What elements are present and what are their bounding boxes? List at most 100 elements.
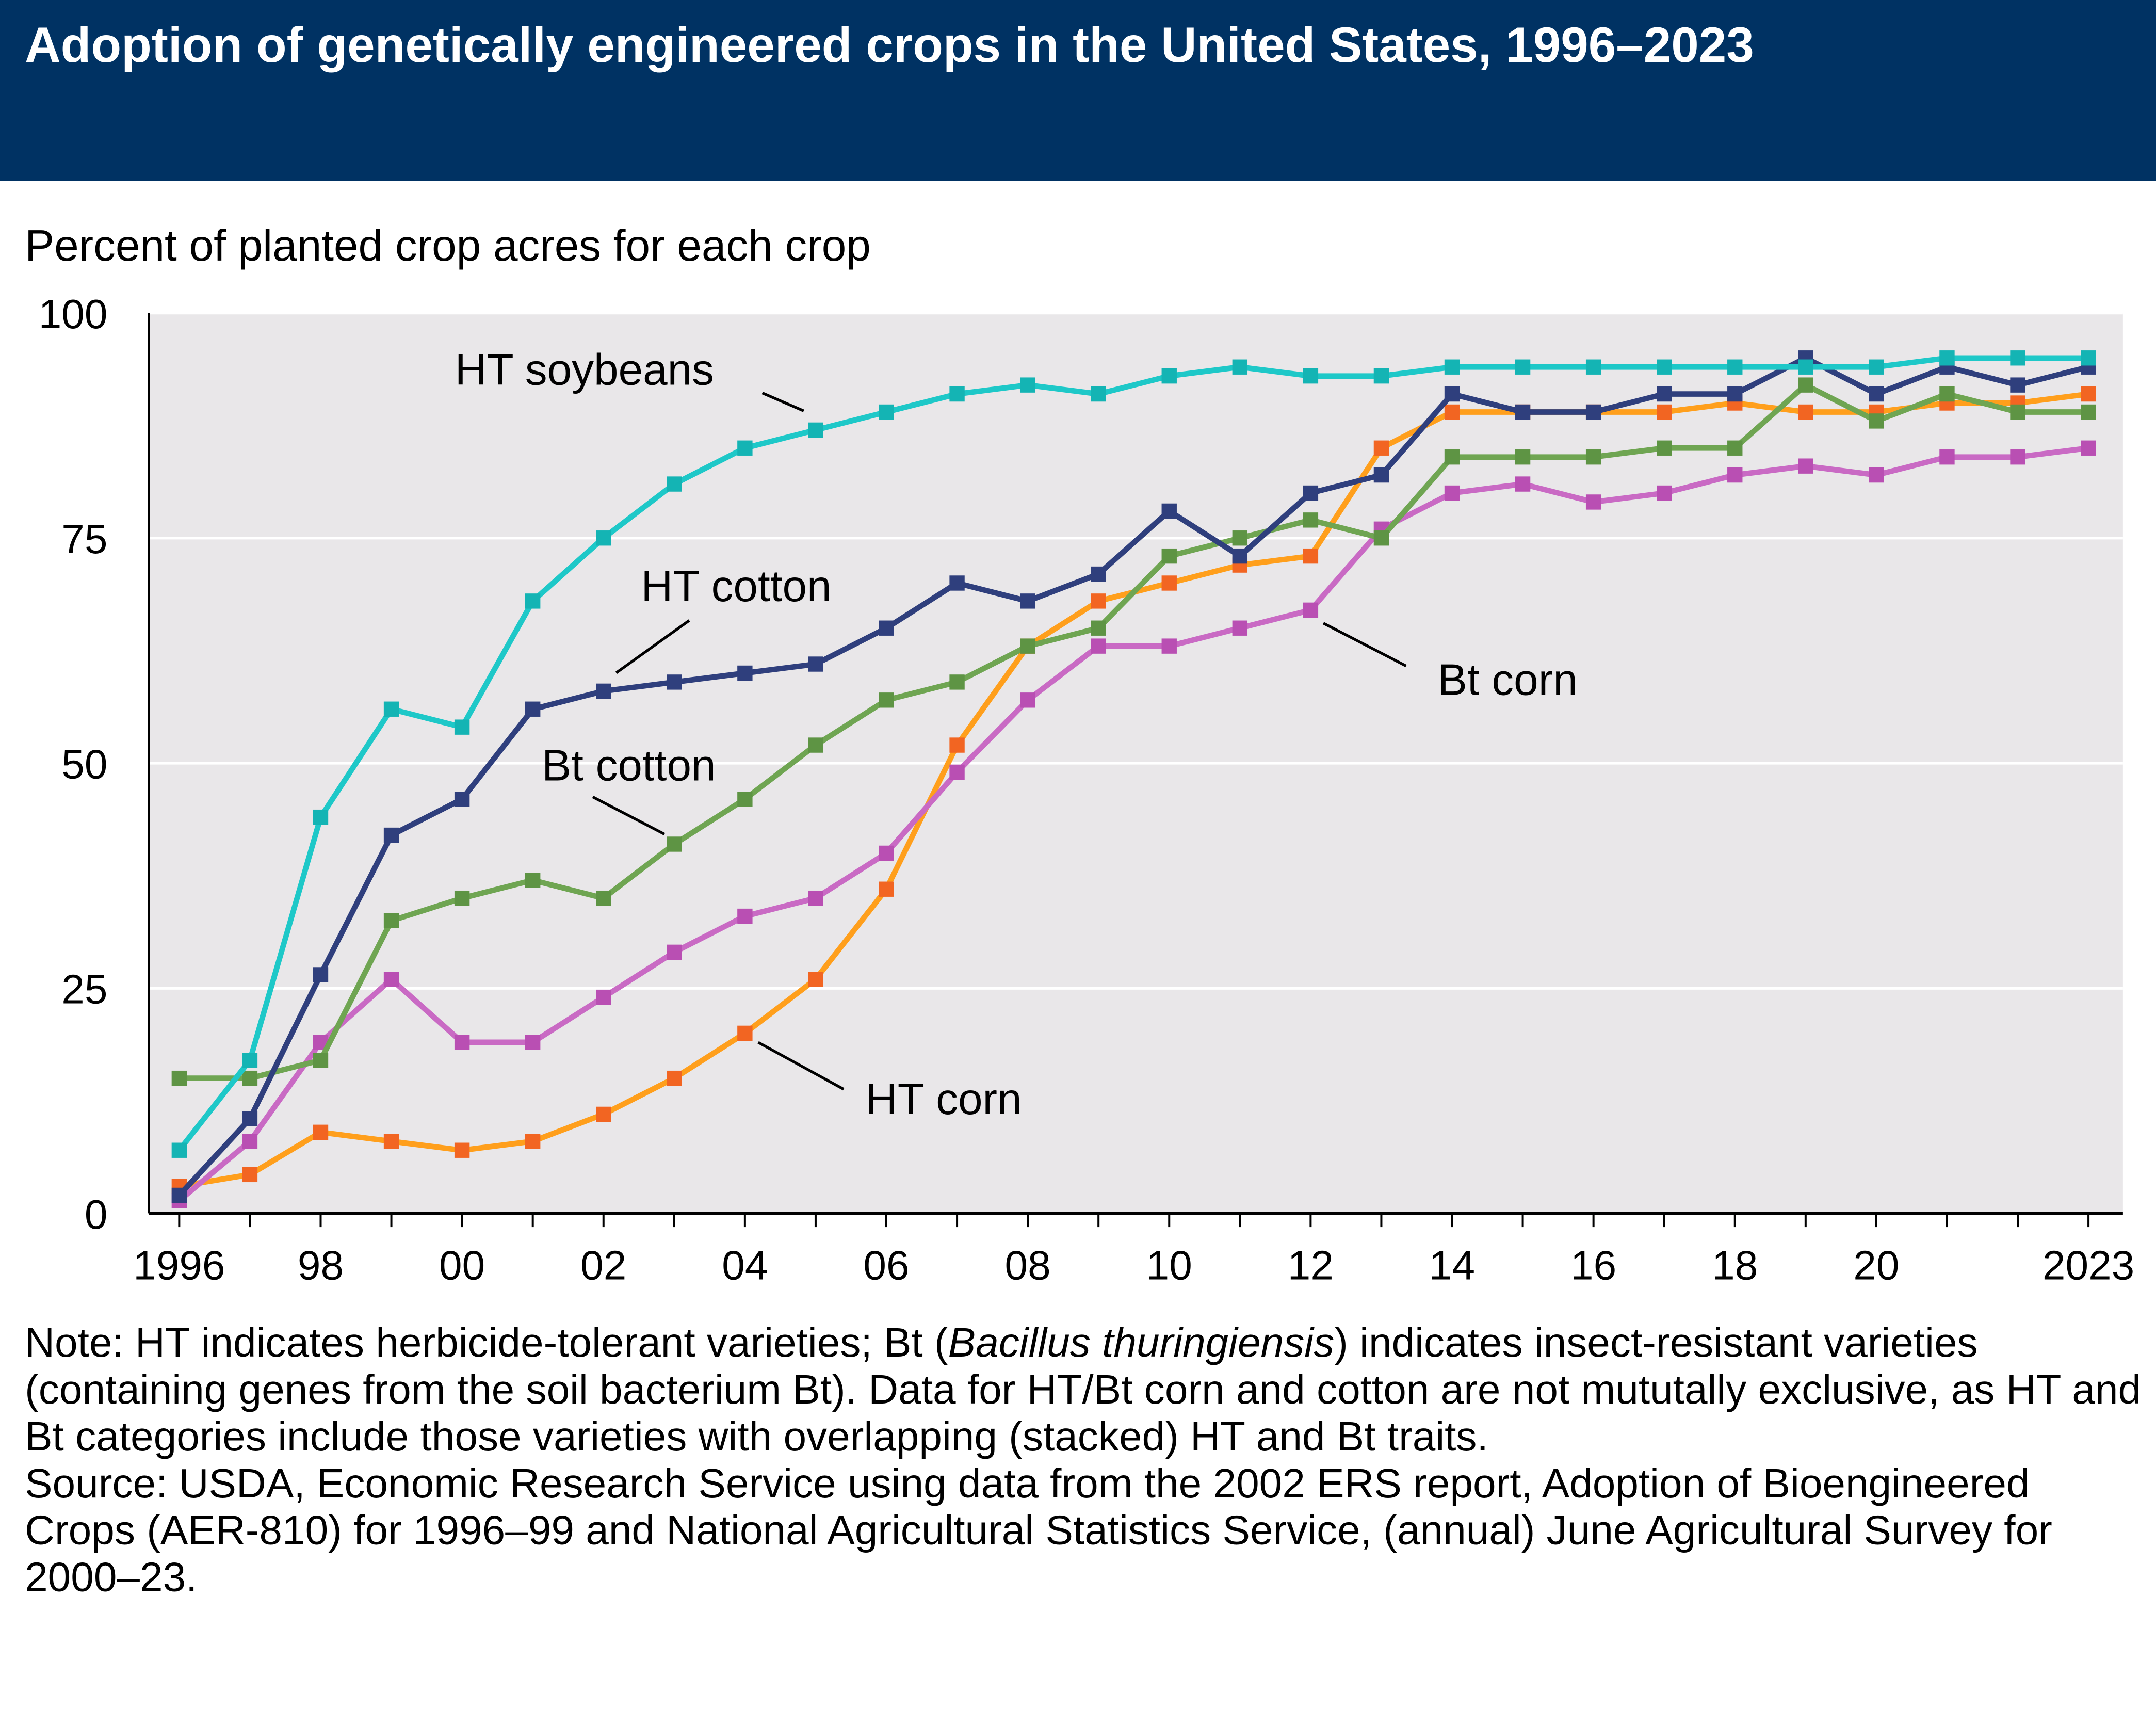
annotation-leader bbox=[1322, 622, 1407, 667]
data-point bbox=[454, 1035, 470, 1050]
source-text: Source: USDA, Economic Research Service … bbox=[25, 1461, 2052, 1601]
data-point bbox=[171, 1142, 187, 1158]
annotation-leader bbox=[757, 1041, 845, 1091]
data-point bbox=[383, 1134, 399, 1149]
data-point bbox=[454, 792, 470, 807]
series-ht-soybeans bbox=[171, 350, 2096, 1158]
x-tick-label: 10 bbox=[1146, 1242, 1192, 1288]
data-point bbox=[1444, 386, 1460, 402]
data-point bbox=[1939, 449, 1955, 465]
data-point bbox=[1939, 350, 1955, 366]
data-point bbox=[1727, 386, 1743, 402]
x-tick-label: 16 bbox=[1570, 1242, 1616, 1288]
data-point bbox=[2010, 377, 2025, 393]
data-point bbox=[1303, 602, 1319, 618]
data-point bbox=[1798, 377, 1813, 393]
note-suffix: ) indicates insect-resistant varieties (… bbox=[25, 1320, 2142, 1460]
y-tick-label: 25 bbox=[61, 966, 107, 1012]
note-italic: Bacillus thuringiensis bbox=[948, 1320, 1335, 1366]
data-point bbox=[808, 422, 823, 438]
data-point bbox=[808, 890, 823, 906]
data-point bbox=[313, 967, 329, 982]
data-point bbox=[1657, 359, 1672, 375]
data-point bbox=[525, 873, 541, 888]
data-point bbox=[1585, 404, 1601, 420]
data-point bbox=[737, 792, 753, 807]
data-point bbox=[1869, 467, 1884, 483]
data-point bbox=[737, 665, 753, 681]
data-point bbox=[949, 737, 965, 753]
data-point bbox=[1091, 638, 1106, 654]
data-point bbox=[454, 719, 470, 735]
data-point bbox=[383, 913, 399, 928]
data-point bbox=[2010, 404, 2025, 420]
data-point bbox=[1798, 458, 1813, 474]
data-point bbox=[596, 1106, 611, 1122]
data-point bbox=[383, 972, 399, 987]
annotation-leader bbox=[761, 392, 804, 412]
data-point bbox=[1657, 386, 1672, 402]
x-tick-label: 14 bbox=[1429, 1242, 1475, 1288]
data-point bbox=[1091, 593, 1106, 609]
data-point bbox=[1869, 413, 1884, 429]
data-point bbox=[1657, 440, 1672, 456]
data-point bbox=[1161, 638, 1177, 654]
data-point bbox=[1515, 449, 1531, 465]
data-point bbox=[383, 701, 399, 717]
data-point bbox=[2081, 440, 2096, 456]
data-point bbox=[454, 1142, 470, 1158]
title-banner: Adoption of genetically engineered crops… bbox=[0, 0, 2156, 181]
data-point bbox=[2010, 449, 2025, 465]
data-point bbox=[2081, 404, 2096, 420]
data-point bbox=[808, 737, 823, 753]
x-tick-label: 06 bbox=[863, 1242, 909, 1288]
data-point bbox=[1091, 620, 1106, 636]
data-point bbox=[1232, 530, 1248, 546]
data-point bbox=[667, 836, 682, 852]
data-point bbox=[1727, 467, 1743, 483]
data-point bbox=[879, 881, 894, 897]
data-point bbox=[596, 530, 611, 546]
data-point bbox=[879, 404, 894, 420]
data-point bbox=[1515, 359, 1531, 375]
data-point bbox=[242, 1053, 258, 1068]
x-tick-label: 98 bbox=[298, 1242, 344, 1288]
data-point bbox=[1515, 476, 1531, 492]
data-point bbox=[2081, 386, 2096, 402]
data-point bbox=[1727, 359, 1743, 375]
data-point bbox=[1020, 638, 1035, 654]
series-line bbox=[179, 382, 2089, 1081]
data-point bbox=[1798, 404, 1813, 420]
y-tick-label: 0 bbox=[85, 1191, 108, 1237]
data-point bbox=[949, 386, 965, 402]
series-line bbox=[177, 445, 2089, 1203]
data-point bbox=[1444, 359, 1460, 375]
y-tick-label: 75 bbox=[61, 515, 107, 562]
x-tick-label: 12 bbox=[1288, 1242, 1334, 1288]
data-point bbox=[1585, 359, 1601, 375]
data-point bbox=[1303, 485, 1319, 501]
data-point bbox=[525, 701, 541, 717]
data-point bbox=[808, 656, 823, 672]
data-point bbox=[1515, 404, 1531, 420]
data-point bbox=[1869, 386, 1884, 402]
data-point bbox=[1303, 368, 1319, 384]
y-tick-label: 50 bbox=[61, 740, 107, 787]
data-point bbox=[171, 1070, 187, 1086]
data-point bbox=[242, 1134, 258, 1149]
series-ht-cotton bbox=[171, 350, 2096, 1203]
data-point bbox=[1657, 485, 1672, 501]
x-tick-label: 20 bbox=[1853, 1242, 1899, 1288]
data-point bbox=[1161, 548, 1177, 564]
x-tick-label: 00 bbox=[439, 1242, 485, 1288]
data-point bbox=[171, 1187, 187, 1203]
data-point bbox=[1161, 575, 1177, 591]
data-point bbox=[1232, 359, 1248, 375]
data-point bbox=[313, 1053, 329, 1068]
data-point bbox=[525, 1035, 541, 1050]
x-tick-label: 1996 bbox=[133, 1242, 225, 1288]
y-tick-label: 100 bbox=[39, 291, 108, 337]
data-point bbox=[2081, 350, 2096, 366]
data-point bbox=[737, 440, 753, 456]
